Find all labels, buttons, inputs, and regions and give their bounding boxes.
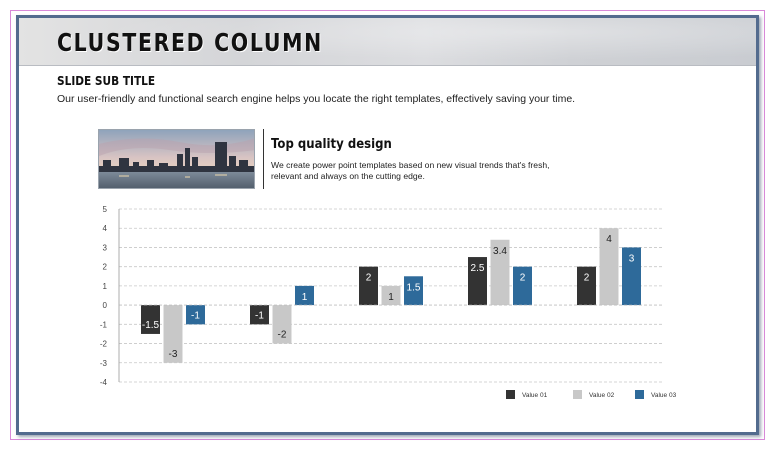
bar: [186, 305, 205, 325]
bar: [272, 305, 292, 344]
bar: [359, 266, 378, 306]
city-skyline-icon: [99, 130, 254, 188]
y-tick-label: 1: [103, 282, 108, 291]
bar: [404, 276, 423, 306]
feature-divider: [263, 129, 264, 189]
bar: [577, 266, 596, 306]
legend-swatch: [506, 390, 515, 399]
y-tick-label: 3: [103, 243, 108, 252]
bar: [163, 305, 183, 363]
city-skyline-photo: [98, 129, 255, 189]
outer-frame: [10, 10, 765, 440]
bar: [381, 285, 401, 306]
slide: CLUSTERED COLUMN SLIDE SUB TITLE Our use…: [16, 15, 759, 435]
clustered-column-chart: 5 4 3 2 1 0 -1 -2 -3 -4 -1.5 -3 -1 -1 -2 1 2 1 1.5 2.5 3.4 2 2…: [100, 205, 677, 399]
bar: [250, 305, 269, 325]
data-label: -3: [169, 349, 178, 360]
slide-subtitle: SLIDE SUB TITLE: [57, 74, 156, 88]
data-label: -1: [191, 310, 200, 321]
y-tick-label: -1: [100, 320, 108, 329]
slide-description: Our user-friendly and functional search …: [57, 93, 576, 105]
data-label: 2: [584, 273, 590, 284]
bar: [141, 305, 160, 334]
y-tick-label: 4: [103, 224, 108, 233]
data-label: 1: [388, 292, 394, 303]
feature-text: We create power point templates based on…: [271, 160, 550, 181]
data-label: 2: [366, 273, 372, 284]
data-label: -1: [255, 310, 264, 321]
legend-swatch: [573, 390, 582, 399]
bar: [490, 239, 510, 306]
header-band: [19, 18, 756, 66]
legend-label: Value 02: [589, 392, 615, 399]
data-label: 3: [629, 253, 635, 264]
data-label: -2: [278, 330, 287, 341]
slide-title: CLUSTERED COLUMN: [57, 28, 323, 57]
y-tick-label: -3: [100, 359, 108, 368]
bar: [295, 285, 314, 306]
data-label: 3.4: [493, 246, 507, 257]
legend-label: Value 01: [522, 392, 548, 399]
bar: [513, 266, 532, 306]
bar: [599, 228, 619, 306]
data-label: -1.5: [142, 320, 160, 331]
bar: [622, 247, 641, 306]
legend-label: Value 03: [651, 392, 677, 399]
y-tick-label: -4: [100, 378, 108, 387]
legend-swatch: [635, 390, 644, 399]
data-label: 4: [606, 234, 612, 245]
data-label: 1: [302, 292, 308, 303]
y-tick-label: 2: [103, 263, 108, 272]
data-label: 2: [520, 273, 526, 284]
data-label: 1.5: [407, 282, 421, 293]
bar: [468, 257, 487, 306]
feature-heading: Top quality design: [271, 137, 392, 152]
y-tick-label: -2: [100, 340, 108, 349]
y-tick-label: 5: [103, 205, 108, 214]
y-tick-label: 0: [103, 301, 108, 310]
data-label: 2.5: [471, 263, 485, 274]
